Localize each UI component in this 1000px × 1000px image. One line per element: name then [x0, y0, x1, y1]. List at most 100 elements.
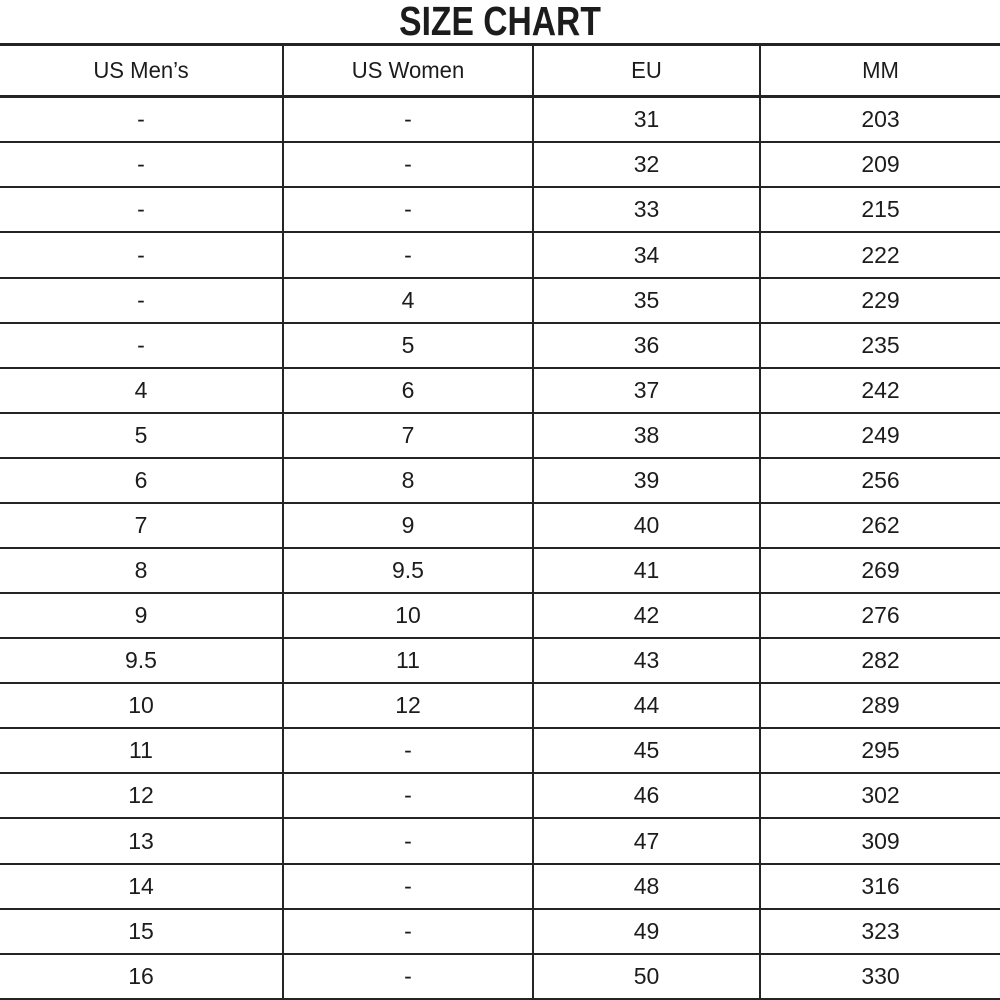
table-cell: 41: [532, 548, 760, 595]
table-row: 9 10 42 276: [0, 593, 1000, 640]
table-cell: 7: [282, 412, 533, 459]
table-cell: 14: [0, 863, 283, 910]
table-row: 6 8 39 256: [0, 457, 1000, 504]
column-header-mm: MM: [763, 44, 996, 98]
table-cell: 43: [532, 638, 760, 685]
table-cell: -: [282, 863, 533, 910]
table-cell: 31: [532, 96, 760, 144]
table-cell: 302: [759, 773, 1000, 820]
table-cell: 32: [532, 142, 760, 189]
table-cell: 242: [759, 367, 1000, 414]
table-cell: 9: [0, 593, 283, 640]
table-cell: 42: [532, 593, 760, 640]
table-row: 15-49 323: [0, 908, 1000, 955]
table-row: - -34 222: [0, 232, 1000, 279]
table-cell: -: [282, 908, 533, 955]
table-row: 10 12 44 289: [0, 683, 1000, 730]
table-cell: 6: [282, 367, 533, 414]
table-cell: -: [0, 96, 283, 144]
table-cell: 249: [759, 412, 1000, 459]
table-cell: 49: [532, 908, 760, 955]
table-cell: 323: [759, 908, 1000, 955]
table-cell: -: [282, 96, 533, 144]
table-cell: 44: [532, 683, 760, 730]
table-cell: 9.5: [0, 638, 283, 685]
table-cell: -: [0, 142, 283, 189]
table-row: 7 9 40 262: [0, 502, 1000, 550]
column-header-us-mens: US Men’s: [5, 44, 278, 98]
table-cell: -: [282, 953, 533, 1000]
table-cell: 203: [759, 96, 1000, 144]
table-row: 16-50 330: [0, 953, 1000, 1000]
table-cell: 330: [759, 953, 1000, 1000]
table-cell: 38: [532, 412, 760, 459]
table-row: 9.5 11 43 282: [0, 638, 1000, 685]
table-cell: 282: [759, 638, 1000, 685]
table-cell: 33: [532, 187, 760, 234]
table-cell: 12: [0, 773, 283, 820]
table-cell: -: [282, 232, 533, 279]
table-row: - -33 215: [0, 187, 1000, 234]
table-cell: 316: [759, 863, 1000, 910]
table-cell: 256: [759, 457, 1000, 504]
column-header-us-women: US Women: [287, 44, 528, 98]
table-cell: 10: [0, 683, 283, 730]
table-cell: 222: [759, 232, 1000, 279]
table-row: 4 6 37 242: [0, 367, 1000, 414]
table-cell: 4: [282, 277, 533, 324]
table-cell: 39: [532, 457, 760, 504]
table-cell: 40: [532, 502, 760, 550]
table-cell: 309: [759, 818, 1000, 865]
table-cell: 276: [759, 593, 1000, 640]
table-cell: 5: [0, 412, 283, 459]
table-cell: 12: [282, 683, 533, 730]
table-cell: 37: [532, 367, 760, 414]
table-cell: -: [0, 322, 283, 369]
table-cell: 7: [0, 502, 283, 550]
table-cell: -: [282, 187, 533, 234]
table-cell: 5: [282, 322, 533, 369]
table-cell: 34: [532, 232, 760, 279]
table-cell: 215: [759, 187, 1000, 234]
table-row: -5 36 235: [0, 322, 1000, 369]
table-row: 5 7 38 249: [0, 412, 1000, 459]
table-row: -4 35 229: [0, 277, 1000, 324]
table-cell: 8: [282, 457, 533, 504]
table-cell: 35: [532, 277, 760, 324]
table-cell: 235: [759, 322, 1000, 369]
table-cell: 46: [532, 773, 760, 820]
table-cell: 4: [0, 367, 283, 414]
table-cell: 13: [0, 818, 283, 865]
table-cell: -: [0, 232, 283, 279]
table-row: 13-47 309: [0, 818, 1000, 865]
table-row: - -32 209: [0, 142, 1000, 189]
table-cell: -: [282, 728, 533, 775]
table-cell: -: [282, 773, 533, 820]
title-bar: SIZE CHART: [0, 0, 1000, 43]
size-chart-table: US Men’s US Women EU MM - -31 203 - -32 209 …: [0, 43, 1000, 1000]
page-title: SIZE CHART: [399, 0, 601, 44]
table-cell: 47: [532, 818, 760, 865]
table-cell: 36: [532, 322, 760, 369]
table-cell: 11: [282, 638, 533, 685]
column-header-eu: EU: [536, 44, 756, 98]
table-row: 12-46 302: [0, 773, 1000, 820]
table-cell: 9: [282, 502, 533, 550]
header-row: US Men’s US Women EU MM: [0, 44, 1000, 98]
table-cell: 8: [0, 548, 283, 595]
table-cell: 15: [0, 908, 283, 955]
table-cell: -: [0, 187, 283, 234]
table-cell: 269: [759, 548, 1000, 595]
table-row: 8 9.5 41 269: [0, 548, 1000, 595]
table-cell: 50: [532, 953, 760, 1000]
table-cell: 295: [759, 728, 1000, 775]
table-cell: 229: [759, 277, 1000, 324]
table-cell: -: [282, 142, 533, 189]
table-cell: 6: [0, 457, 283, 504]
table-cell: 262: [759, 502, 1000, 550]
table-cell: -: [0, 277, 283, 324]
table-cell: 16: [0, 953, 283, 1000]
table-row: - -31 203: [0, 96, 1000, 144]
table-cell: 45: [532, 728, 760, 775]
table-cell: 289: [759, 683, 1000, 730]
